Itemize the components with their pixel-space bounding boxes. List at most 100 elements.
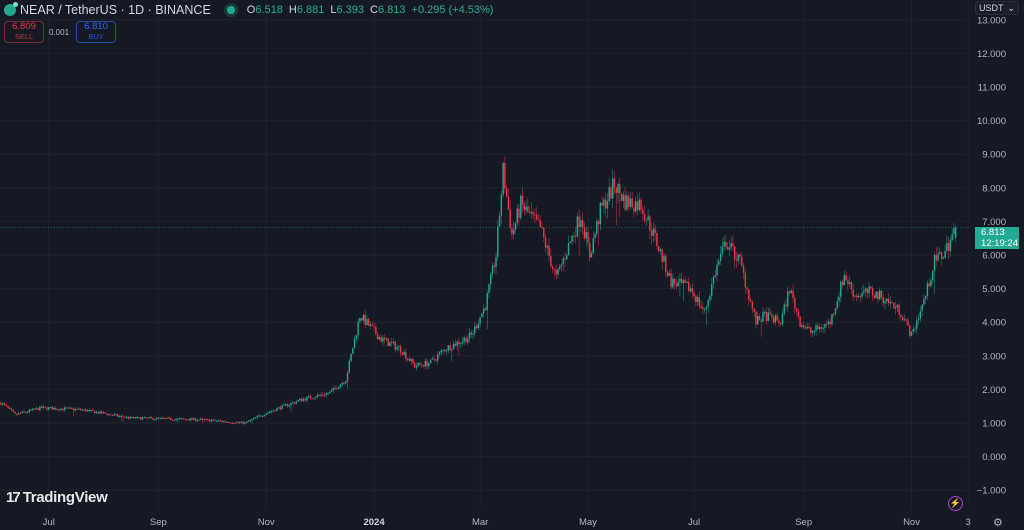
sell-button[interactable]: 6.809 SELL [4, 21, 44, 43]
candle-down [564, 258, 566, 260]
candle-up [265, 413, 267, 416]
candle-up [831, 314, 833, 325]
candle-down [323, 395, 326, 397]
candle-down [528, 211, 531, 213]
candle-down [785, 304, 787, 307]
candle-down [550, 256, 552, 267]
candle-up [32, 408, 34, 411]
candle-up [917, 318, 920, 321]
candle-down [493, 265, 495, 268]
candle-up [332, 387, 335, 391]
candle-up [638, 199, 640, 211]
candle-down [537, 219, 540, 221]
candle-up [843, 275, 846, 286]
sell-price: 6.809 [12, 21, 36, 32]
candle-up [198, 419, 200, 421]
settings-gear-icon[interactable]: ⚙ [993, 517, 1003, 529]
candle-up [403, 351, 405, 355]
candle-up [288, 404, 290, 407]
candle-down [847, 280, 849, 285]
symbol-title[interactable]: NEAR / TetherUS · 1D · BINANCE [20, 3, 211, 17]
candle-down [574, 235, 577, 237]
candle-down [877, 291, 879, 300]
candle-up [177, 418, 179, 420]
candle-down [92, 409, 94, 411]
candle-up [196, 420, 198, 422]
candle-down [435, 359, 437, 361]
candle-up [886, 298, 888, 301]
currency-select[interactable]: USDT ⌄ [975, 1, 1019, 15]
time-axis-label: 3 [965, 517, 970, 528]
candle-up [276, 408, 278, 412]
candle-up [668, 273, 671, 276]
candle-down [856, 295, 858, 298]
candle-up [217, 420, 220, 422]
candle-down [778, 320, 780, 324]
time-axis-label: 2024 [363, 517, 385, 528]
tradingview-logo-icon: 17 [6, 489, 21, 506]
candle-down [742, 265, 745, 273]
candle-up [813, 330, 815, 332]
candle-up [445, 350, 448, 352]
candle-up [914, 328, 916, 330]
candle-down [293, 402, 296, 404]
candle-up [783, 304, 785, 314]
candle-up [919, 311, 922, 319]
candle-up [827, 321, 830, 325]
candle-down [802, 325, 805, 328]
candle-up [500, 194, 503, 216]
candle-down [228, 421, 230, 423]
tradingview-logo[interactable]: 17 TradingView [6, 489, 108, 506]
time-axis-label: Nov [258, 517, 275, 528]
candle-down [684, 280, 686, 283]
high-label: H [288, 4, 297, 16]
candle-down [642, 209, 644, 215]
candle-up [878, 290, 881, 300]
candle-up [452, 343, 455, 350]
candle-up [502, 163, 504, 195]
candle-up [277, 407, 280, 409]
candle-up [63, 407, 66, 411]
candle-up [612, 178, 614, 199]
candle-up [355, 335, 358, 339]
candle-up [557, 268, 559, 275]
candle-up [723, 241, 725, 247]
candle-down [19, 412, 22, 414]
lightning-icon[interactable]: ⚡ [948, 496, 963, 511]
candle-up [256, 416, 259, 418]
candle-up [410, 358, 412, 362]
close-value: 6.813 [377, 4, 406, 16]
candle-down [725, 241, 727, 247]
candle-up [647, 216, 649, 221]
sell-label: SELL [14, 32, 34, 41]
buy-button[interactable]: 6.810 BUY [76, 21, 117, 43]
candle-up [113, 414, 115, 416]
candle-down [449, 345, 451, 351]
price-axis-label: 0.000 [982, 452, 1006, 463]
candle-down [748, 289, 750, 300]
candle-down [109, 414, 112, 416]
candle-down [201, 418, 204, 420]
candle-down [237, 422, 239, 424]
candle-down [304, 398, 306, 401]
candle-up [889, 301, 892, 304]
candle-down [387, 338, 389, 347]
candle-down [610, 187, 612, 199]
candle-down [40, 406, 43, 409]
candle-down [870, 286, 872, 289]
candle-up [645, 220, 648, 222]
candle-down [573, 235, 575, 237]
candle-up [863, 291, 865, 293]
candle-up [910, 331, 913, 337]
candle-down [640, 199, 642, 210]
candle-up [415, 366, 418, 368]
close-label: C [370, 4, 378, 16]
candle-up [283, 404, 285, 406]
candle-down [187, 419, 190, 421]
candle-down [521, 195, 524, 205]
candle-up [955, 227, 957, 238]
candle-up [672, 278, 674, 288]
candle-down [274, 410, 276, 412]
candle-down [581, 220, 584, 228]
